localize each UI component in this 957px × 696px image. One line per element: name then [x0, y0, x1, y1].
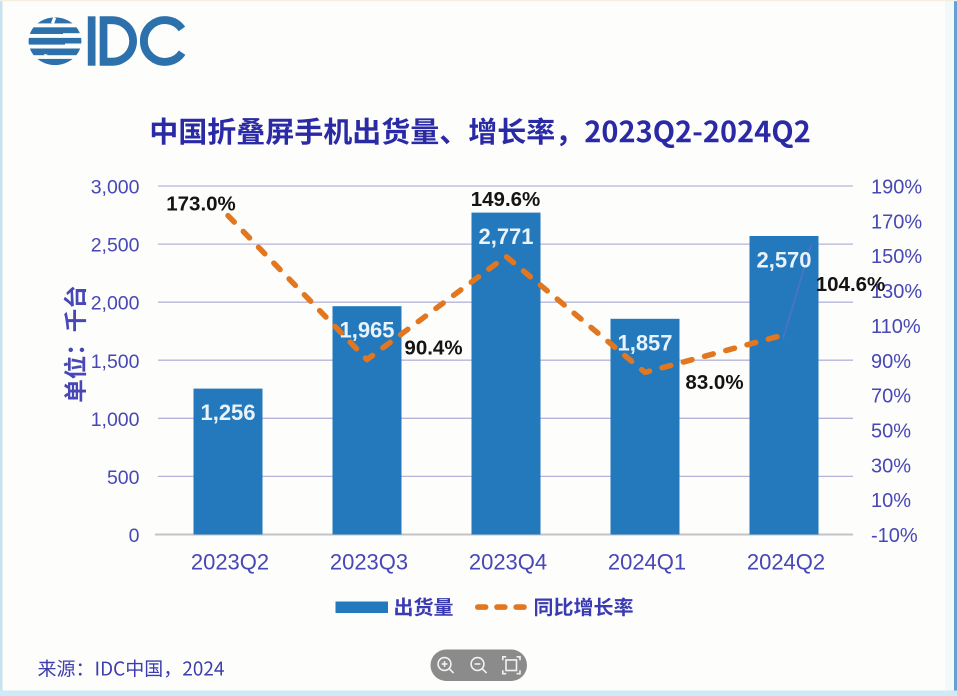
svg-text:190%: 190%: [871, 177, 922, 199]
svg-text:110%: 110%: [871, 316, 921, 338]
svg-text:0: 0: [129, 525, 140, 547]
svg-text:50%: 50%: [871, 420, 911, 442]
svg-text:2,771: 2,771: [478, 224, 533, 249]
svg-text:83.0%: 83.0%: [685, 371, 743, 394]
svg-text:150%: 150%: [871, 246, 922, 268]
svg-text:2,500: 2,500: [91, 235, 140, 257]
svg-text:-10%: -10%: [871, 525, 918, 547]
svg-text:170%: 170%: [871, 211, 922, 233]
svg-text:500: 500: [107, 467, 140, 489]
svg-text:1,256: 1,256: [200, 400, 255, 425]
svg-text:1,000: 1,000: [91, 409, 140, 431]
svg-text:90%: 90%: [871, 351, 911, 373]
svg-text:2,000: 2,000: [91, 293, 140, 315]
svg-text:104.6%: 104.6%: [816, 273, 886, 296]
svg-text:90.4%: 90.4%: [404, 337, 462, 360]
svg-text:1,965: 1,965: [339, 318, 394, 343]
svg-text:2023Q4: 2023Q4: [469, 550, 547, 575]
svg-text:10%: 10%: [871, 490, 911, 512]
svg-text:173.0%: 173.0%: [166, 193, 236, 216]
svg-text:2024Q2: 2024Q2: [747, 550, 825, 575]
svg-text:2023Q3: 2023Q3: [330, 550, 408, 575]
svg-text:1,500: 1,500: [91, 351, 140, 373]
svg-text:149.6%: 149.6%: [471, 188, 541, 211]
svg-text:130%: 130%: [871, 281, 922, 303]
svg-text:2,570: 2,570: [756, 247, 811, 272]
svg-text:1,857: 1,857: [617, 330, 672, 355]
svg-text:3,000: 3,000: [91, 177, 140, 199]
svg-text:70%: 70%: [871, 386, 911, 408]
svg-text:30%: 30%: [871, 455, 911, 477]
svg-text:2024Q1: 2024Q1: [608, 550, 686, 575]
svg-text:2023Q2: 2023Q2: [191, 550, 269, 575]
